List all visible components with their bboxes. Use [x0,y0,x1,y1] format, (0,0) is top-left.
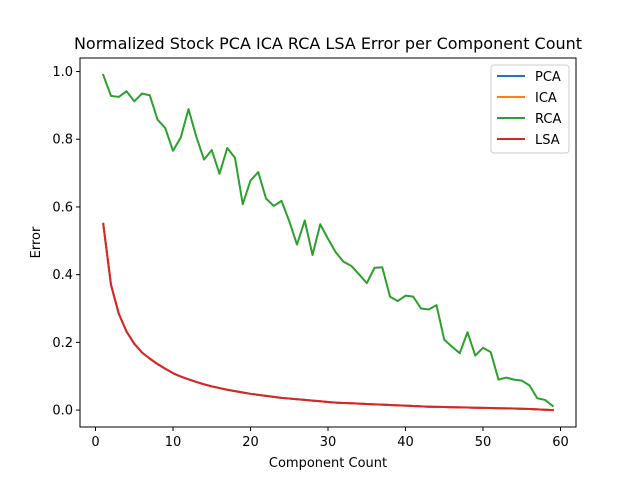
x-tick-label: 50 [475,435,492,450]
x-axis: 0 10 20 30 40 50 60 [91,427,569,450]
y-tick-label: 0.2 [52,336,73,351]
x-axis-label: Component Count [269,456,387,471]
y-tick-label: 0.0 [52,404,73,419]
series-layer [101,73,555,412]
chart-title: Normalized Stock PCA ICA RCA LSA Error p… [74,34,582,53]
legend: PCA ICA RCA LSA [490,64,570,154]
legend-label-lsa: LSA [535,133,560,148]
legend-label-pca: PCA [535,70,561,85]
y-axis-label: Error [29,226,44,258]
legend-label-ica: ICA [535,91,557,106]
x-tick-label: 60 [552,435,569,450]
y-tick-label: 0.6 [52,200,73,215]
x-tick-label: 30 [320,435,337,450]
series-line-rca [101,73,555,408]
x-tick-label: 20 [242,435,259,450]
y-tick-label: 1.0 [52,65,73,80]
legend-box [490,64,570,154]
y-tick-label: 0.8 [52,133,73,148]
x-tick-label: 40 [397,435,414,450]
x-tick-label: 10 [165,435,182,450]
x-tick-label: 0 [91,435,99,450]
y-tick-label: 0.4 [52,268,73,283]
legend-label-rca: RCA [535,112,561,127]
series-line-lsa [102,222,554,412]
y-axis: 0.0 0.2 0.4 0.6 0.8 1.0 [52,65,80,419]
